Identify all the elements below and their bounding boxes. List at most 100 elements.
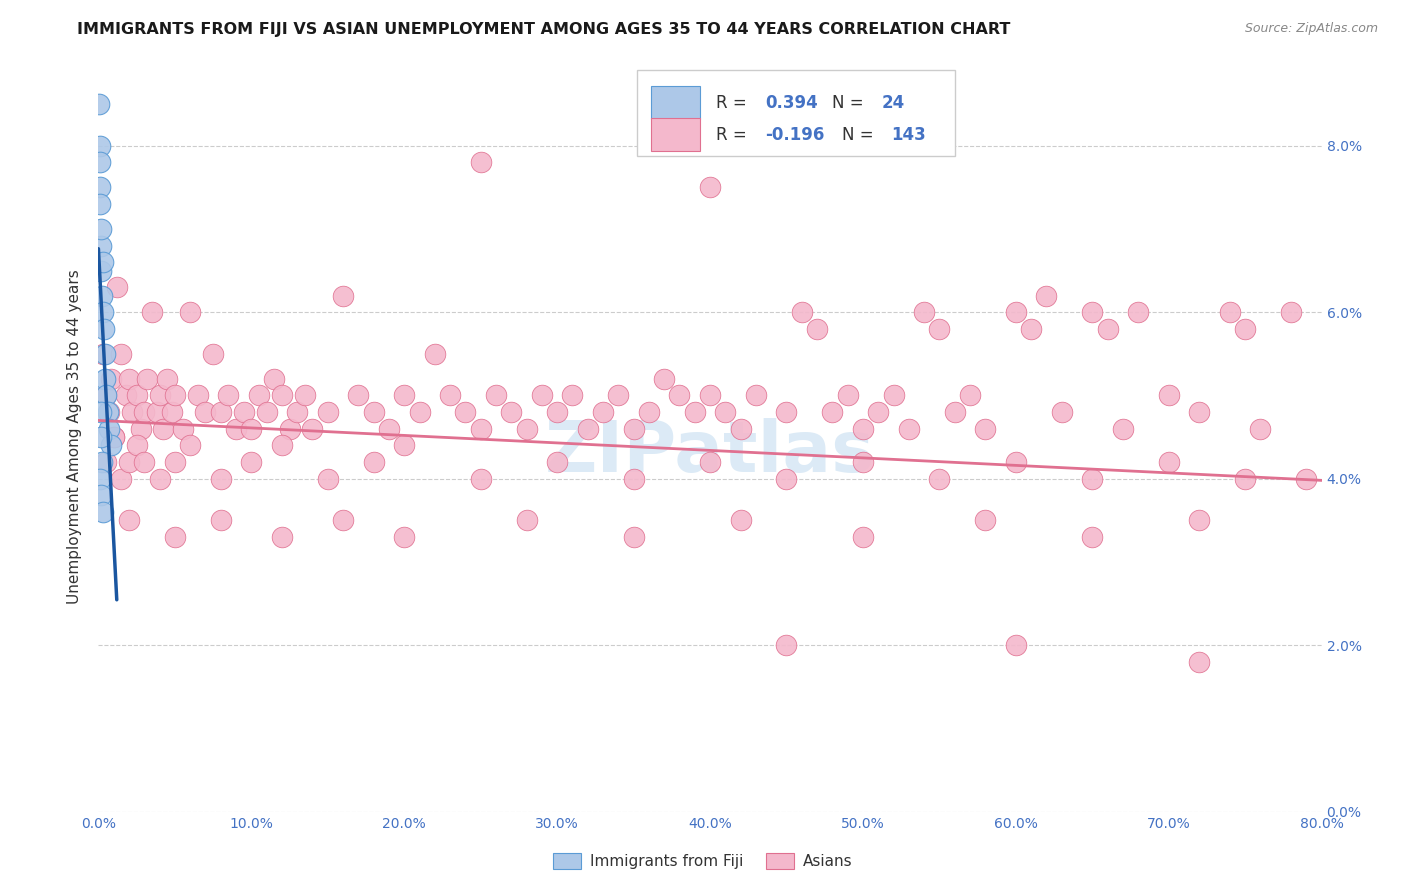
Point — [240, 422, 263, 436]
Point — [623, 472, 645, 486]
Text: IMMIGRANTS FROM FIJI VS ASIAN UNEMPLOYMENT AMONG AGES 35 TO 44 YEARS CORRELATION: IMMIGRANTS FROM FIJI VS ASIAN UNEMPLOYME… — [77, 22, 1011, 37]
Point — [91, 455, 114, 469]
Point — [837, 388, 859, 402]
Point — [943, 405, 966, 419]
Point — [1295, 472, 1317, 486]
Point — [868, 405, 890, 419]
Point — [94, 372, 117, 386]
Point — [607, 388, 630, 402]
Point — [699, 388, 721, 402]
Point — [163, 388, 186, 402]
Point — [149, 472, 172, 486]
Point — [1019, 322, 1042, 336]
Point — [454, 405, 477, 419]
Point — [852, 530, 875, 544]
Text: R =: R = — [716, 126, 752, 144]
Point — [1279, 305, 1302, 319]
Point — [1188, 513, 1211, 527]
Point — [1081, 530, 1104, 544]
Point — [392, 438, 416, 452]
Point — [1081, 472, 1104, 486]
Point — [730, 513, 752, 527]
Point — [152, 422, 174, 436]
Point — [790, 305, 813, 319]
Point — [1004, 305, 1026, 319]
Point — [89, 472, 111, 486]
Point — [1188, 655, 1211, 669]
Point — [392, 530, 416, 544]
Point — [852, 455, 875, 469]
Point — [209, 513, 232, 527]
Point — [172, 422, 194, 436]
Point — [1004, 455, 1026, 469]
Point — [1249, 422, 1271, 436]
Point — [561, 388, 583, 402]
Bar — [651, 87, 700, 120]
Point — [592, 405, 614, 419]
Point — [363, 455, 385, 469]
Text: 0.394: 0.394 — [765, 94, 818, 112]
Point — [470, 472, 492, 486]
Point — [98, 422, 121, 436]
Point — [247, 388, 270, 402]
Point — [90, 222, 112, 236]
Point — [125, 438, 148, 452]
Point — [89, 97, 111, 112]
Point — [699, 180, 721, 194]
Point — [294, 388, 316, 402]
Point — [110, 347, 132, 361]
Point — [775, 405, 797, 419]
Point — [392, 388, 416, 402]
Point — [256, 405, 278, 419]
Point — [439, 388, 461, 402]
Point — [1128, 305, 1150, 319]
Point — [240, 455, 263, 469]
Text: 24: 24 — [882, 94, 904, 112]
Point — [105, 280, 128, 294]
Point — [652, 372, 675, 386]
Point — [1219, 305, 1241, 319]
Point — [90, 263, 112, 277]
Point — [125, 388, 148, 402]
Point — [115, 388, 138, 402]
Point — [363, 405, 385, 419]
Point — [217, 388, 239, 402]
Point — [202, 347, 225, 361]
Point — [423, 347, 446, 361]
Point — [110, 472, 132, 486]
Point — [316, 405, 339, 419]
Point — [1081, 305, 1104, 319]
Point — [103, 430, 125, 444]
Point — [714, 405, 737, 419]
Point — [90, 488, 112, 502]
Point — [270, 530, 292, 544]
Point — [1188, 405, 1211, 419]
Point — [1157, 388, 1180, 402]
Point — [516, 513, 538, 527]
Text: R =: R = — [716, 94, 752, 112]
Point — [278, 422, 301, 436]
Text: Source: ZipAtlas.com: Source: ZipAtlas.com — [1244, 22, 1378, 36]
Text: -0.196: -0.196 — [765, 126, 824, 144]
Point — [90, 430, 112, 444]
Point — [94, 388, 117, 402]
Point — [883, 388, 905, 402]
Point — [501, 405, 523, 419]
Point — [91, 347, 114, 361]
Point — [103, 430, 125, 444]
Point — [1035, 288, 1057, 302]
Point — [470, 422, 492, 436]
Point — [516, 422, 538, 436]
Point — [959, 388, 981, 402]
Point — [209, 405, 232, 419]
Point — [118, 513, 141, 527]
Point — [301, 422, 323, 436]
Point — [134, 455, 156, 469]
Point — [89, 197, 111, 211]
Point — [90, 405, 112, 419]
FancyBboxPatch shape — [637, 70, 955, 156]
Point — [637, 405, 661, 419]
Point — [163, 455, 186, 469]
Point — [270, 438, 292, 452]
Point — [90, 238, 112, 252]
